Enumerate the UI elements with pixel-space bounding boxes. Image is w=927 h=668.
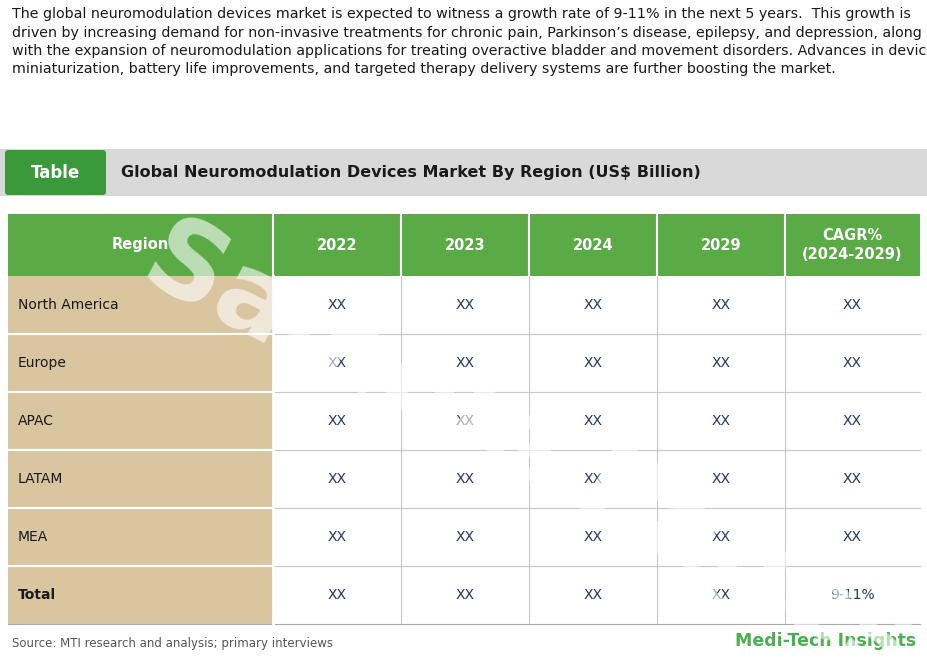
- Text: XX: XX: [711, 414, 730, 428]
- Text: XX: XX: [455, 588, 474, 602]
- Text: Global Neuromodulation Devices Market By Region (US$ Billion): Global Neuromodulation Devices Market By…: [121, 165, 700, 180]
- Text: XX: XX: [327, 414, 346, 428]
- Text: MEA: MEA: [18, 530, 48, 544]
- Text: LATAM: LATAM: [18, 472, 63, 486]
- Text: XX: XX: [711, 588, 730, 602]
- Text: XX: XX: [711, 530, 730, 544]
- Bar: [8, 214, 919, 276]
- Text: XX: XX: [842, 298, 861, 312]
- Text: 2024: 2024: [572, 238, 613, 253]
- Text: XX: XX: [327, 356, 346, 370]
- FancyBboxPatch shape: [5, 150, 106, 195]
- Text: XX: XX: [455, 414, 474, 428]
- Text: with the expansion of neuromodulation applications for treating overactive bladd: with the expansion of neuromodulation ap…: [12, 44, 927, 58]
- Text: XX: XX: [842, 530, 861, 544]
- Bar: [273, 566, 919, 624]
- Text: Europe: Europe: [18, 356, 67, 370]
- Bar: [8, 334, 273, 392]
- Text: XX: XX: [842, 472, 861, 486]
- Text: Region: Region: [112, 238, 169, 253]
- Text: The global neuromodulation devices market is expected to witness a growth rate o: The global neuromodulation devices marke…: [12, 7, 910, 21]
- Text: XX: XX: [455, 298, 474, 312]
- Text: North America: North America: [18, 298, 119, 312]
- Text: Source: MTI research and analysis; primary interviews: Source: MTI research and analysis; prima…: [12, 637, 333, 650]
- Text: XX: XX: [327, 530, 346, 544]
- Text: CAGR%
(2024-2029): CAGR% (2024-2029): [801, 228, 902, 262]
- Text: XX: XX: [455, 356, 474, 370]
- Text: XX: XX: [327, 298, 346, 312]
- Bar: [273, 392, 919, 450]
- Text: XX: XX: [583, 414, 602, 428]
- Text: miniaturization, battery life improvements, and targeted therapy delivery system: miniaturization, battery life improvemen…: [12, 63, 835, 77]
- Text: Table: Table: [31, 164, 80, 182]
- Bar: [8, 566, 273, 624]
- Text: XX: XX: [711, 298, 730, 312]
- Text: XX: XX: [711, 356, 730, 370]
- Text: XX: XX: [583, 356, 602, 370]
- Bar: [8, 508, 273, 566]
- Bar: [273, 450, 919, 508]
- Text: APAC: APAC: [18, 414, 54, 428]
- Text: 9-11%: 9-11%: [830, 588, 874, 602]
- Text: XX: XX: [583, 530, 602, 544]
- Text: 2023: 2023: [444, 238, 485, 253]
- Text: XX: XX: [711, 472, 730, 486]
- Text: XX: XX: [842, 414, 861, 428]
- Text: driven by increasing demand for non-invasive treatments for chronic pain, Parkin: driven by increasing demand for non-inva…: [12, 25, 921, 39]
- Text: XX: XX: [327, 472, 346, 486]
- Text: XX: XX: [455, 530, 474, 544]
- Text: XX: XX: [583, 472, 602, 486]
- Text: 2029: 2029: [700, 238, 741, 253]
- Bar: [8, 450, 273, 508]
- Text: XX: XX: [583, 588, 602, 602]
- Bar: [8, 276, 273, 334]
- Text: Total: Total: [18, 588, 56, 602]
- Bar: [273, 508, 919, 566]
- Bar: [273, 334, 919, 392]
- Text: XX: XX: [583, 298, 602, 312]
- Text: Sample Pages: Sample Pages: [127, 202, 927, 668]
- Bar: [0, 149, 927, 196]
- Text: XX: XX: [842, 356, 861, 370]
- Text: XX: XX: [455, 472, 474, 486]
- Text: 2022: 2022: [316, 238, 357, 253]
- Text: XX: XX: [327, 588, 346, 602]
- Bar: [273, 276, 919, 334]
- Text: Medi-Tech Insights: Medi-Tech Insights: [734, 632, 915, 650]
- Bar: [8, 392, 273, 450]
